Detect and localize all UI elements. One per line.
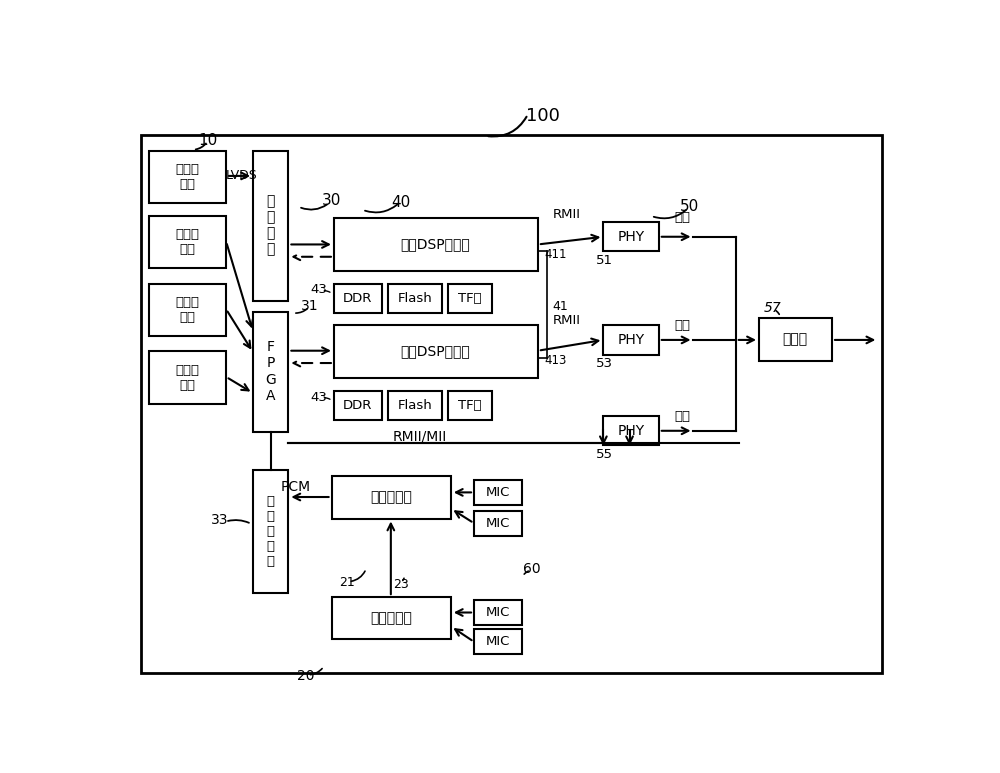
Text: 第一DSP处理器: 第一DSP处理器 (401, 237, 470, 251)
Text: 413: 413 (544, 354, 567, 367)
Bar (448, 284, 492, 313)
Text: 图像传
感器: 图像传 感器 (176, 162, 200, 191)
Bar (474, 600, 522, 625)
Bar (603, 416, 659, 445)
Text: 21: 21 (339, 576, 355, 589)
Bar (388, 390, 442, 420)
Text: Flash: Flash (397, 399, 432, 412)
Text: 55: 55 (596, 448, 613, 461)
Text: MIC: MIC (486, 486, 510, 499)
Text: 第二DSP处理器: 第二DSP处理器 (401, 345, 470, 359)
Text: 航空头: 航空头 (783, 332, 808, 346)
Bar (334, 390, 382, 420)
Text: F
P
G
A: F P G A (265, 340, 276, 403)
Text: RMII: RMII (552, 208, 580, 221)
Bar (334, 325, 538, 378)
Bar (603, 325, 659, 355)
Bar (301, 462, 601, 666)
Bar (474, 629, 522, 654)
Text: 主编解码器: 主编解码器 (370, 490, 412, 504)
Text: 图像传
感器: 图像传 感器 (176, 228, 200, 256)
Text: MIC: MIC (486, 516, 510, 530)
Text: 33: 33 (211, 513, 229, 527)
Text: 31: 31 (301, 299, 319, 313)
Text: 拼
接
模
块: 拼 接 模 块 (267, 194, 275, 257)
Text: 50: 50 (680, 199, 699, 214)
Bar (590, 212, 740, 462)
Text: 23: 23 (393, 577, 409, 591)
Text: PHY: PHY (618, 230, 645, 243)
Text: 30: 30 (322, 193, 341, 208)
Text: MIC: MIC (486, 606, 510, 619)
Text: 第
一
存
储
器: 第 一 存 储 器 (267, 495, 275, 568)
Text: MIC: MIC (486, 635, 510, 649)
Text: 从编解码器: 从编解码器 (370, 611, 412, 625)
Text: 411: 411 (544, 248, 567, 261)
Text: TF卡: TF卡 (458, 399, 482, 412)
Text: DDR: DDR (343, 399, 372, 412)
Text: 53: 53 (596, 357, 613, 370)
Bar (253, 470, 288, 593)
Text: LVDS: LVDS (226, 169, 257, 182)
Bar (334, 284, 382, 313)
Text: 57: 57 (764, 301, 782, 315)
Text: 网线: 网线 (674, 318, 690, 332)
Text: PCM: PCM (280, 480, 310, 494)
Bar (332, 476, 451, 519)
Bar (149, 216, 226, 268)
Text: 60: 60 (523, 562, 541, 576)
Text: 41: 41 (552, 300, 568, 312)
Text: 51: 51 (596, 254, 613, 267)
Text: 网线: 网线 (674, 410, 690, 423)
Text: PHY: PHY (618, 424, 645, 438)
Text: 43: 43 (310, 391, 327, 404)
Bar (603, 222, 659, 251)
Bar (149, 352, 226, 404)
Bar (149, 151, 226, 203)
Bar (474, 511, 522, 536)
Bar (318, 206, 569, 465)
Bar (448, 390, 492, 420)
Text: 20: 20 (297, 669, 315, 683)
Text: PHY: PHY (618, 333, 645, 347)
Text: RMII: RMII (552, 314, 580, 327)
Text: 100: 100 (526, 107, 560, 125)
Bar (332, 597, 451, 639)
Bar (474, 480, 522, 505)
Bar (388, 284, 442, 313)
Text: DDR: DDR (343, 292, 372, 305)
Text: Flash: Flash (397, 292, 432, 305)
Bar (144, 145, 233, 406)
Text: 图像传
感器: 图像传 感器 (176, 363, 200, 392)
Text: 43: 43 (310, 284, 327, 296)
Text: 10: 10 (199, 133, 218, 148)
Bar (334, 218, 538, 271)
Text: RMII/MII: RMII/MII (393, 430, 447, 444)
Text: TF卡: TF卡 (458, 292, 482, 305)
Text: 图像传
感器: 图像传 感器 (176, 296, 200, 324)
Bar (253, 151, 288, 301)
Bar (253, 312, 288, 431)
Text: 网线: 网线 (674, 211, 690, 224)
Text: 40: 40 (391, 195, 410, 209)
Bar (759, 318, 832, 361)
Bar (149, 284, 226, 336)
